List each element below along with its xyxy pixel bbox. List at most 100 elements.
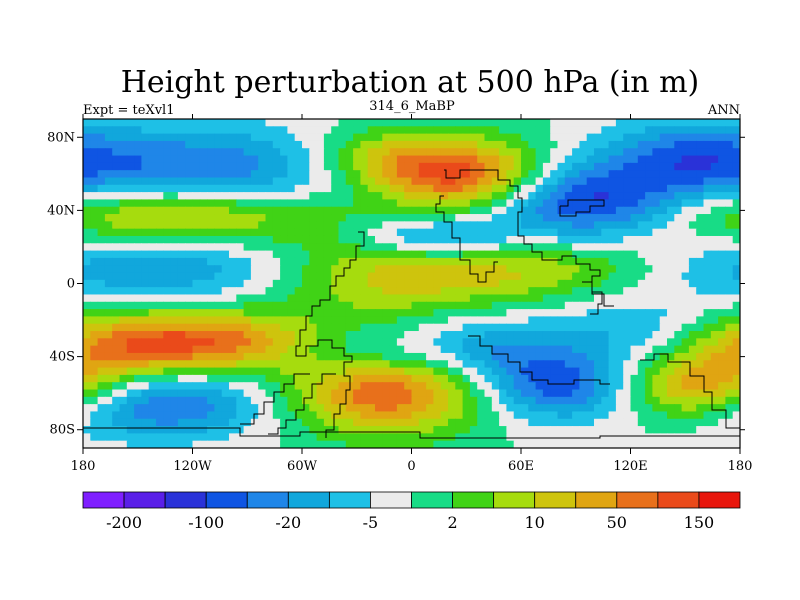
- field-cell: [360, 294, 369, 303]
- field-cell: [448, 214, 456, 222]
- field-cell: [134, 148, 142, 157]
- field-cell: [542, 272, 551, 281]
- field-cell: [521, 119, 529, 127]
- field-cell: [229, 140, 237, 149]
- field-cell: [265, 214, 274, 222]
- field-cell: [214, 133, 223, 142]
- field-cell: [331, 338, 340, 347]
- field-cell: [718, 221, 726, 230]
- field-cell: [550, 418, 559, 427]
- field-cell: [287, 316, 296, 325]
- colorbar-label: -200: [106, 513, 142, 532]
- field-cell: [338, 170, 347, 179]
- field-cell: [469, 440, 478, 448]
- field-cell: [557, 323, 566, 332]
- field-cell: [156, 221, 164, 230]
- field-cell: [331, 323, 340, 332]
- field-cell: [426, 148, 434, 157]
- field-cell: [323, 367, 332, 376]
- field-cell: [477, 382, 486, 391]
- field-cell: [528, 250, 537, 259]
- field-cell: [185, 140, 194, 149]
- field-cell: [192, 426, 201, 434]
- field-cell: [250, 426, 259, 434]
- field-cell: [572, 309, 580, 317]
- field-cell: [126, 404, 135, 413]
- field-cell: [652, 243, 661, 252]
- field-cell: [645, 162, 653, 171]
- field-cell: [469, 338, 478, 347]
- field-cell: [491, 331, 500, 339]
- field-cell: [579, 440, 588, 448]
- field-cell: [287, 389, 296, 398]
- field-cell: [586, 396, 595, 405]
- field-cell: [477, 360, 486, 369]
- field-cell: [250, 389, 259, 398]
- field-cell: [710, 323, 719, 332]
- field-cell: [250, 119, 259, 127]
- field-cell: [564, 287, 573, 296]
- field-cell: [688, 331, 697, 339]
- field-cell: [564, 133, 573, 142]
- field-cell: [732, 360, 740, 369]
- field-cell: [199, 345, 208, 354]
- colorbar-swatch: [205, 491, 248, 509]
- field-cell: [207, 228, 215, 237]
- coastline-south-america: [268, 373, 336, 435]
- field-cell: [725, 433, 734, 442]
- field-cell: [309, 411, 318, 420]
- field-cell: [411, 301, 420, 310]
- field-cell: [345, 433, 354, 442]
- field-cell: [659, 331, 668, 339]
- field-cell: [448, 162, 456, 171]
- field-cell: [126, 148, 135, 157]
- field-cell: [280, 418, 288, 427]
- field-cell: [426, 192, 434, 201]
- field-cell: [608, 309, 617, 317]
- field-cell: [732, 148, 740, 157]
- field-cell: [623, 257, 632, 266]
- field-cell: [382, 287, 391, 296]
- field-cell: [521, 192, 529, 201]
- field-cell: [623, 294, 632, 303]
- field-cell: [243, 301, 252, 310]
- field-cell: [448, 309, 456, 317]
- field-cell: [462, 228, 471, 237]
- field-cell: [572, 331, 580, 339]
- field-cell: [477, 140, 486, 149]
- field-cell: [287, 155, 296, 164]
- field-cell: [681, 287, 690, 296]
- field-cell: [134, 360, 142, 369]
- field-cell: [542, 411, 551, 420]
- field-cell: [564, 418, 573, 427]
- field-cell: [703, 119, 712, 127]
- field-cell: [104, 367, 113, 376]
- field-cell: [170, 119, 179, 127]
- field-cell: [258, 235, 267, 244]
- field-cell: [623, 250, 632, 259]
- field-cell: [280, 426, 288, 434]
- field-cell: [272, 214, 281, 222]
- field-cell: [630, 345, 639, 354]
- field-cell: [353, 279, 361, 288]
- field-cell: [484, 250, 493, 259]
- field-cell: [382, 250, 391, 259]
- field-cell: [375, 309, 383, 317]
- field-cell: [83, 426, 91, 434]
- field-cell: [250, 272, 259, 281]
- field-cell: [104, 228, 113, 237]
- field-cell: [104, 338, 113, 347]
- field-cell: [83, 243, 91, 252]
- field-cell: [440, 345, 449, 354]
- field-cell: [185, 396, 194, 405]
- field-cell: [156, 440, 164, 448]
- field-cell: [323, 214, 332, 222]
- field-cell: [192, 199, 201, 208]
- field-cell: [455, 133, 464, 142]
- field-cell: [528, 170, 537, 179]
- field-cell: [177, 309, 186, 317]
- field-cell: [535, 345, 544, 354]
- field-cell: [112, 235, 121, 244]
- field-cell: [185, 382, 194, 391]
- field-cell: [623, 323, 632, 332]
